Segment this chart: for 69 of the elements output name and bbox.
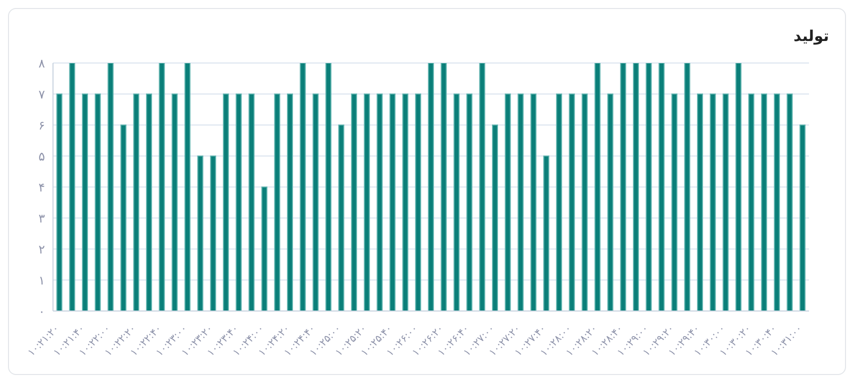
bar	[632, 63, 639, 311]
bar	[607, 94, 614, 311]
bar	[454, 94, 460, 311]
bar	[120, 124, 126, 311]
bar	[402, 94, 408, 311]
bar	[774, 94, 780, 311]
bar	[735, 63, 742, 311]
bar	[376, 94, 383, 311]
y-tick-label: ۱	[38, 273, 45, 288]
bar	[248, 94, 255, 311]
bar	[146, 94, 152, 311]
bar	[761, 94, 768, 311]
bar	[748, 94, 754, 311]
bar	[364, 94, 370, 311]
bar	[671, 94, 678, 311]
bar	[82, 94, 88, 311]
y-tick-label: ۷	[38, 87, 46, 102]
bar	[300, 63, 306, 311]
bar	[646, 63, 652, 311]
bar	[658, 63, 665, 311]
bar	[261, 186, 268, 311]
bar	[479, 63, 486, 311]
bar	[556, 94, 562, 311]
bar	[312, 94, 319, 311]
bar	[518, 94, 524, 311]
bar	[56, 94, 62, 311]
bar	[543, 156, 550, 311]
bar	[197, 156, 204, 311]
bar	[184, 63, 190, 311]
bar	[210, 156, 216, 311]
bar	[236, 94, 242, 311]
bar	[568, 94, 575, 311]
bar	[722, 94, 729, 311]
bar	[338, 124, 344, 311]
bar	[325, 63, 332, 311]
bar	[594, 63, 601, 311]
bar	[108, 63, 114, 311]
y-tick-label: ۶	[38, 118, 45, 132]
bar	[415, 94, 422, 311]
bar	[172, 94, 178, 311]
bar	[582, 94, 588, 311]
bar	[440, 63, 447, 311]
bar	[684, 63, 690, 311]
bar	[800, 124, 806, 311]
bar	[222, 94, 229, 311]
y-tick-label: ۸	[38, 56, 46, 70]
y-tick-label: ۲	[38, 242, 45, 256]
bar	[351, 94, 358, 311]
bar	[133, 94, 140, 311]
bar	[710, 94, 716, 311]
bar	[94, 94, 101, 311]
bar	[428, 63, 434, 311]
bar	[530, 94, 536, 311]
bar	[786, 94, 793, 311]
bar	[274, 94, 280, 311]
bar	[69, 63, 76, 311]
bar	[697, 94, 704, 311]
y-tick-label: ۰	[38, 304, 45, 318]
y-tick-label: ۴	[38, 180, 45, 194]
bar	[504, 94, 511, 311]
y-tick-label: ۳	[38, 211, 46, 226]
bar	[389, 94, 396, 311]
y-tick-label: ۵	[38, 149, 45, 164]
bar	[286, 94, 293, 311]
bar	[466, 94, 472, 311]
bar	[492, 124, 498, 311]
bar	[620, 63, 626, 311]
chart-title: تولید	[794, 27, 829, 45]
bar	[158, 63, 165, 311]
